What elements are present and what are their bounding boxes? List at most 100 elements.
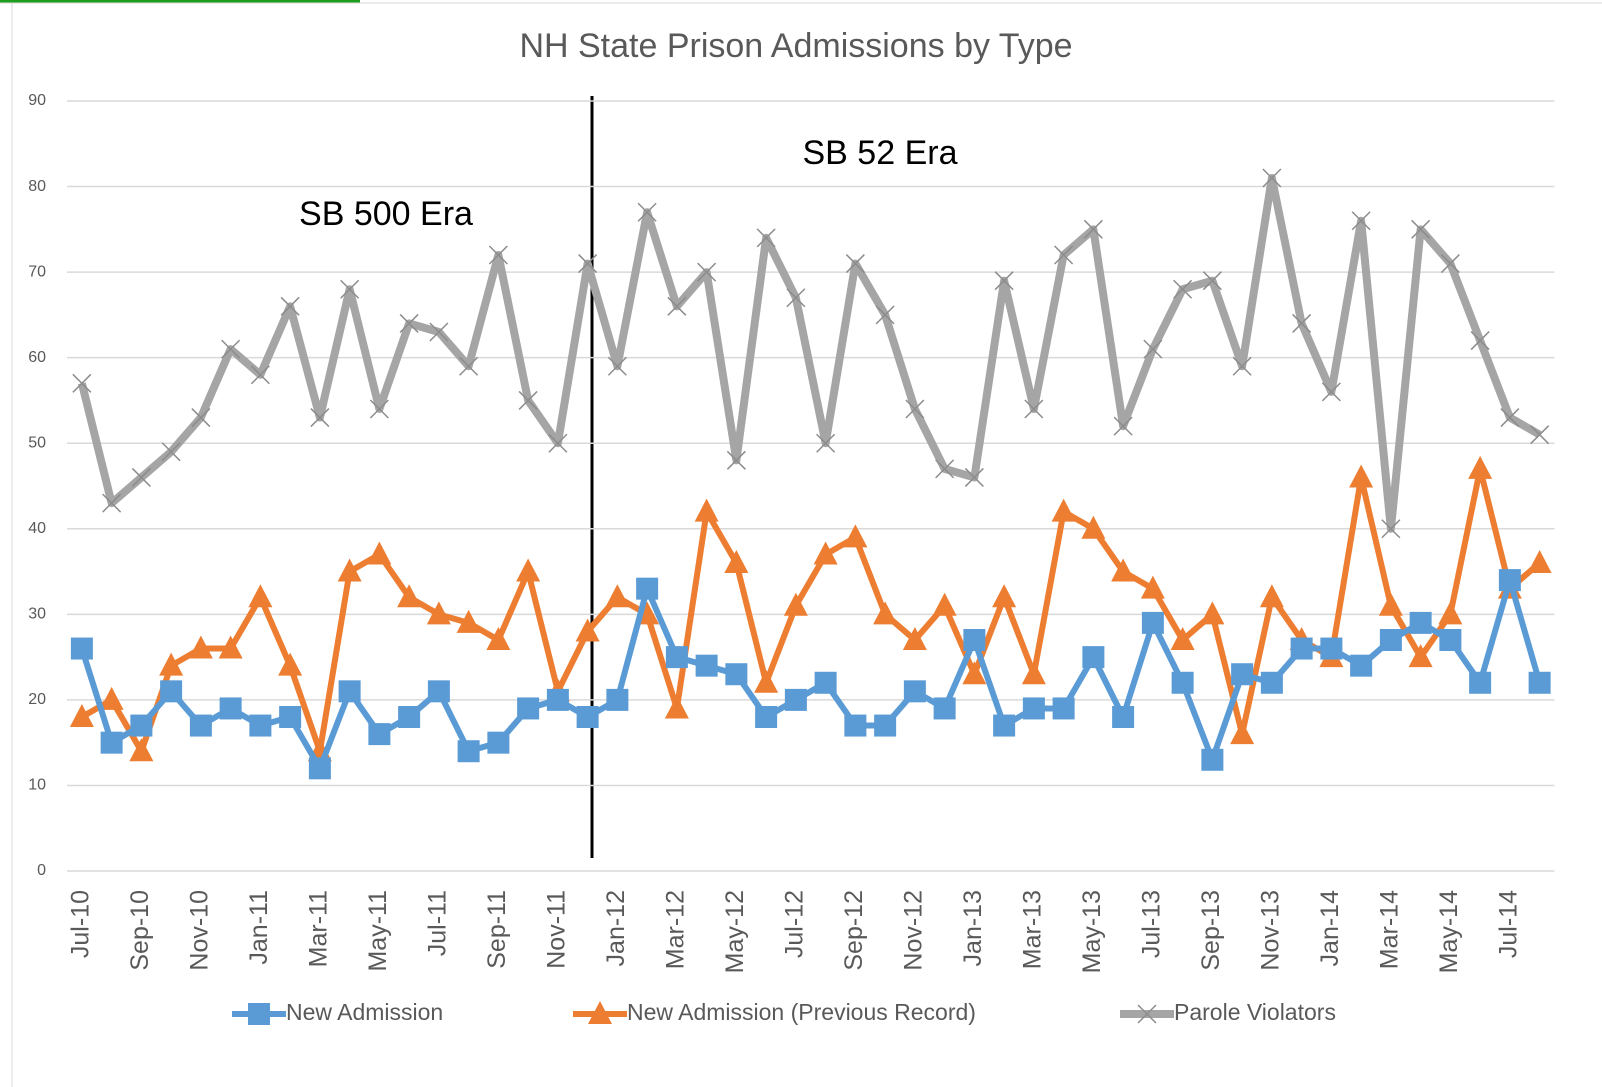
- marker: [1137, 1004, 1157, 1024]
- marker: [932, 592, 957, 616]
- marker: [368, 723, 391, 746]
- marker: [219, 697, 242, 720]
- marker: [487, 731, 510, 754]
- x-tick-label: Nov-11: [542, 890, 570, 969]
- marker: [189, 714, 212, 737]
- window-accent: [0, 0, 360, 3]
- x-tick-label: Jul-13: [1137, 890, 1165, 958]
- marker: [1320, 637, 1343, 660]
- legend-label: New Admission (Previous Record): [627, 999, 976, 1025]
- marker: [874, 714, 897, 737]
- marker: [605, 584, 630, 608]
- marker: [457, 740, 480, 763]
- marker: [1082, 646, 1105, 669]
- marker: [606, 688, 629, 711]
- marker: [1260, 671, 1283, 694]
- x-tick-label: Mar-11: [304, 890, 332, 967]
- x-tick-label: May-14: [1435, 890, 1463, 973]
- marker: [1527, 550, 1552, 573]
- marker: [755, 706, 778, 728]
- marker: [1173, 279, 1193, 299]
- marker: [1232, 356, 1252, 376]
- marker: [697, 262, 717, 282]
- marker: [1440, 254, 1460, 274]
- y-tick-label: 50: [28, 434, 46, 451]
- marker: [694, 498, 719, 522]
- marker: [903, 680, 926, 703]
- x-tick-label: Sep-12: [840, 890, 868, 971]
- marker: [517, 697, 540, 720]
- marker: [814, 671, 837, 694]
- x-tick-label: Jul-14: [1494, 890, 1522, 958]
- marker: [161, 442, 181, 462]
- marker: [516, 558, 541, 582]
- marker: [845, 254, 865, 274]
- y-tick-label: 40: [28, 520, 46, 537]
- marker: [695, 654, 718, 677]
- marker: [160, 680, 183, 703]
- x-tick-label: Sep-10: [126, 890, 154, 971]
- marker: [1379, 629, 1402, 651]
- marker: [1171, 671, 1194, 694]
- marker: [1112, 706, 1135, 728]
- marker: [72, 373, 92, 393]
- marker: [844, 714, 867, 737]
- x-tick-label: Jan-14: [1316, 890, 1344, 967]
- marker: [1111, 558, 1136, 582]
- marker: [369, 399, 389, 419]
- marker: [99, 686, 124, 710]
- marker: [1439, 629, 1462, 651]
- marker: [367, 541, 392, 565]
- marker: [159, 652, 184, 676]
- marker: [1528, 671, 1551, 694]
- marker: [1530, 425, 1550, 445]
- x-tick-label: Mar-14: [1375, 890, 1403, 969]
- marker: [1468, 455, 1493, 479]
- marker: [100, 731, 123, 754]
- x-tick-label: Jul-10: [66, 890, 94, 958]
- marker: [459, 356, 479, 376]
- marker: [1262, 168, 1282, 188]
- marker: [873, 601, 898, 625]
- chart-title: NH State Prison Admissions by Type: [519, 27, 1072, 65]
- marker: [548, 433, 568, 453]
- marker: [278, 652, 303, 676]
- y-tick-label: 70: [28, 263, 46, 280]
- annotation: SB 52 Era: [803, 134, 958, 172]
- marker: [518, 390, 538, 410]
- marker: [935, 459, 955, 479]
- marker: [340, 279, 360, 299]
- marker: [576, 706, 599, 728]
- y-tick-label: 80: [28, 178, 46, 195]
- x-tick-label: May-12: [721, 890, 749, 973]
- marker: [575, 618, 600, 642]
- marker: [248, 584, 273, 608]
- marker: [875, 305, 895, 325]
- x-tick-label: Nov-12: [899, 890, 927, 971]
- marker: [1201, 748, 1224, 771]
- marker: [1081, 515, 1106, 539]
- marker: [250, 365, 270, 385]
- marker: [1259, 584, 1284, 608]
- marker: [1411, 219, 1431, 239]
- marker: [725, 663, 748, 686]
- legend-label: New Admission: [286, 999, 443, 1025]
- marker: [456, 609, 481, 633]
- marker: [636, 577, 659, 600]
- marker: [783, 592, 808, 616]
- marker: [129, 738, 154, 762]
- marker: [427, 680, 450, 703]
- y-tick-label: 60: [28, 349, 46, 366]
- marker: [1024, 399, 1044, 419]
- marker: [607, 356, 627, 376]
- marker: [1409, 611, 1432, 634]
- marker: [1290, 637, 1313, 660]
- marker: [546, 688, 569, 711]
- marker: [933, 697, 956, 720]
- marker: [1381, 519, 1401, 539]
- marker: [993, 714, 1016, 737]
- marker: [399, 313, 419, 333]
- x-tick-label: Jan-11: [245, 890, 273, 965]
- marker: [964, 467, 984, 487]
- marker: [667, 296, 687, 316]
